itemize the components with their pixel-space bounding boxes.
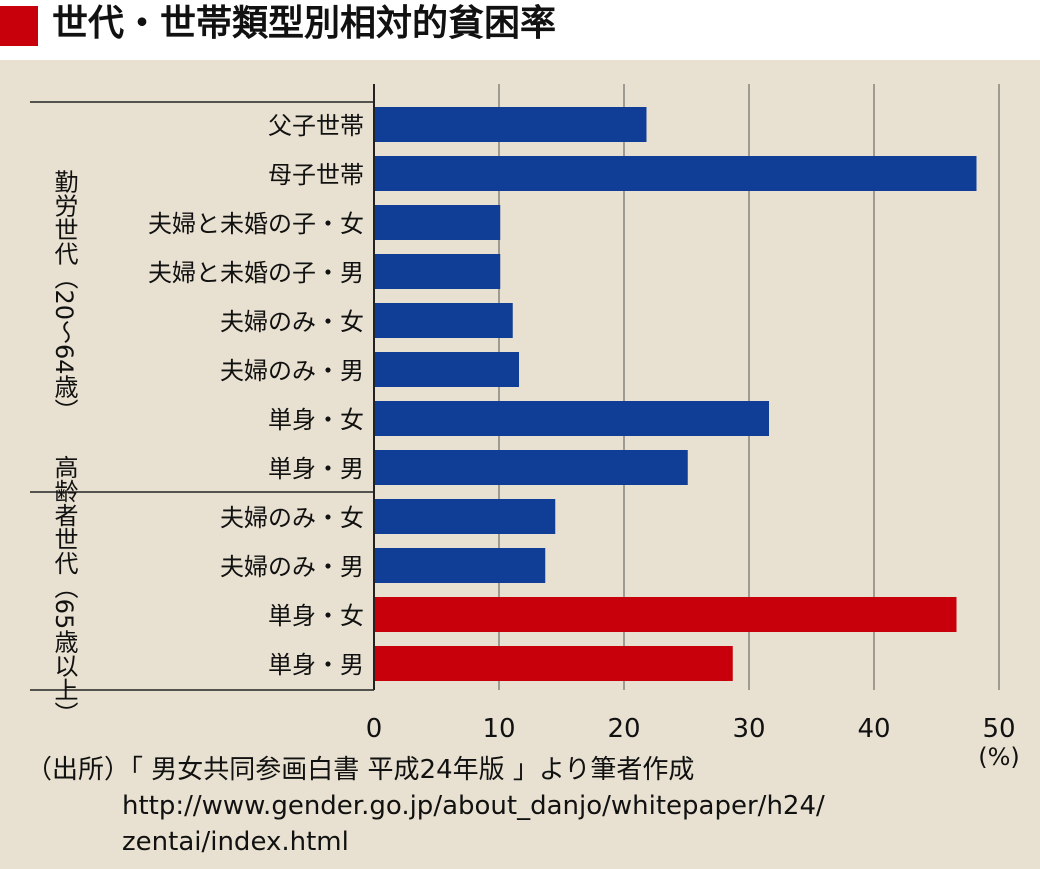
bar	[374, 303, 513, 338]
bar	[374, 646, 733, 681]
category-label: 単身・女	[268, 406, 364, 434]
category-label: 夫婦のみ・女	[220, 504, 364, 532]
x-tick-label: 40	[857, 714, 890, 744]
category-label: 単身・女	[268, 602, 364, 630]
group-label-working-age: 勤労世代（20〜64歳）	[50, 169, 78, 422]
category-label: 夫婦と未婚の子・男	[148, 259, 364, 287]
bar	[374, 401, 769, 436]
category-label: 単身・男	[268, 651, 364, 679]
group-label-elderly: 高齢者世代（65歳以上）	[50, 455, 78, 726]
x-tick-label: 10	[482, 714, 515, 744]
x-tick-label: 20	[607, 714, 640, 744]
x-unit-label: (%)	[978, 743, 1020, 771]
bar	[374, 597, 957, 632]
x-tick-label: 30	[732, 714, 765, 744]
bar	[374, 352, 519, 387]
category-label: 母子世帯	[268, 161, 364, 189]
chart-title: 世代・世帯類型別相対的貧困率	[52, 3, 557, 44]
category-label: 単身・男	[268, 455, 364, 483]
bar	[374, 548, 546, 583]
source-url-line-2: zentai/index.html	[122, 827, 349, 857]
bar	[374, 107, 647, 142]
bar	[374, 156, 977, 191]
bar	[374, 254, 501, 289]
title-bar: 世代・世帯類型別相対的貧困率	[0, 0, 1040, 52]
source-line-1: （出所）「 男女共同参画白書 平成24年版 」より筆者作成	[26, 755, 695, 785]
x-tick-label: 0	[366, 714, 383, 744]
bar	[374, 499, 556, 534]
category-label: 父子世帯	[268, 112, 364, 140]
category-label: 夫婦と未婚の子・女	[148, 210, 364, 238]
category-label: 夫婦のみ・男	[220, 357, 364, 385]
bar	[374, 450, 688, 485]
bar	[374, 205, 501, 240]
title-accent-marker	[0, 6, 38, 46]
source-url-line-1: http://www.gender.go.jp/about_danjo/whit…	[122, 791, 825, 821]
source-note: （出所）「 男女共同参画白書 平成24年版 」より筆者作成 http://www…	[26, 752, 825, 860]
category-label: 夫婦のみ・男	[220, 553, 364, 581]
category-label: 夫婦のみ・女	[220, 308, 364, 336]
x-tick-label: 50	[982, 714, 1015, 744]
